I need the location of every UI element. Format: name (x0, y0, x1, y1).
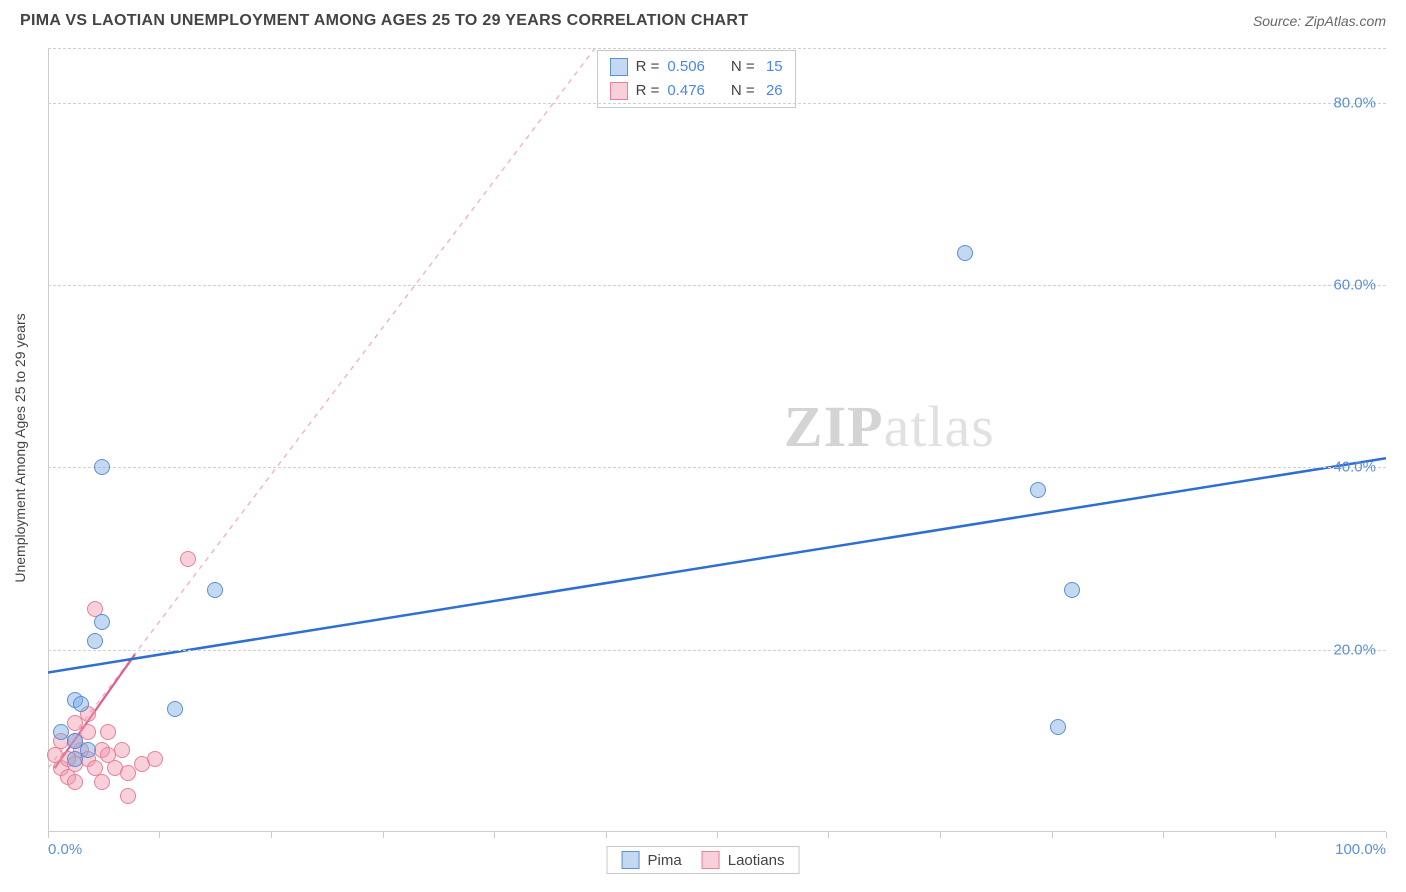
x-tick (1386, 832, 1387, 838)
gridline (48, 285, 1386, 286)
pima-marker (94, 614, 110, 630)
laotians-marker (180, 551, 196, 567)
y-tick-label: 60.0% (1333, 277, 1376, 294)
stats-row-pima: R = 0.506 N = 15 (610, 55, 783, 79)
legend-item-laotians: Laotians (702, 851, 785, 869)
pima-marker (957, 245, 973, 261)
pima-marker (53, 724, 69, 740)
legend-item-pima: Pima (622, 851, 682, 869)
y-tick-label: 80.0% (1333, 94, 1376, 111)
r-label: R = (636, 79, 660, 103)
source-label: Source: ZipAtlas.com (1253, 13, 1386, 29)
r-value: 0.476 (667, 79, 705, 103)
n-value: 26 (763, 79, 783, 103)
chart-header: PIMA VS LAOTIAN UNEMPLOYMENT AMONG AGES … (0, 0, 1406, 38)
legend: Pima Laotians (607, 846, 800, 874)
stats-row-laotians: R = 0.476 N = 26 (610, 79, 783, 103)
x-tick-label: 100.0% (1335, 841, 1386, 858)
laotians-marker (47, 747, 63, 763)
x-tick (1275, 832, 1276, 838)
laotians-marker (114, 742, 130, 758)
x-tick (48, 832, 49, 838)
x-tick (271, 832, 272, 838)
x-tick (940, 832, 941, 838)
pima-marker (207, 582, 223, 598)
pima-marker (73, 696, 89, 712)
n-label: N = (731, 55, 755, 79)
pima-marker (1050, 719, 1066, 735)
laotians-marker (120, 788, 136, 804)
watermark: ZIPatlas (784, 393, 995, 460)
pima-swatch-icon (610, 58, 628, 76)
stats-box: R = 0.506 N = 15 R = 0.476 N = 26 (597, 50, 796, 108)
laotians-marker (94, 774, 110, 790)
laotians-swatch-icon (702, 851, 720, 869)
x-tick (606, 832, 607, 838)
y-tick-label: 20.0% (1333, 641, 1376, 658)
y-axis-label: Unemployment Among Ages 25 to 29 years (12, 313, 28, 582)
legend-label-laotians: Laotians (728, 852, 785, 869)
x-tick (159, 832, 160, 838)
laotians-swatch-icon (610, 82, 628, 100)
plot-area: ZIPatlas R = 0.506 N = 15 R = 0.476 N = 26 20.0… (48, 48, 1386, 832)
x-tick (383, 832, 384, 838)
laotians-marker (67, 774, 83, 790)
n-value: 15 (763, 55, 783, 79)
watermark-light: atlas (884, 394, 995, 459)
pima-marker (167, 701, 183, 717)
pima-swatch-icon (622, 851, 640, 869)
x-tick (494, 832, 495, 838)
r-label: R = (636, 55, 660, 79)
laotians-marker (100, 724, 116, 740)
x-tick (717, 832, 718, 838)
x-tick (1163, 832, 1164, 838)
x-tick-label: 0.0% (48, 841, 82, 858)
trendlines-svg (48, 48, 1386, 832)
pima-marker (94, 459, 110, 475)
gridline (48, 103, 1386, 104)
y-tick-label: 40.0% (1333, 459, 1376, 476)
x-tick (828, 832, 829, 838)
gridline (48, 48, 1386, 49)
pima-marker (1030, 482, 1046, 498)
x-tick (1052, 832, 1053, 838)
watermark-bold: ZIP (784, 394, 884, 459)
laotians-marker (80, 724, 96, 740)
pima-marker (87, 633, 103, 649)
chart-title: PIMA VS LAOTIAN UNEMPLOYMENT AMONG AGES … (20, 12, 748, 30)
gridline (48, 467, 1386, 468)
laotians-marker (147, 751, 163, 767)
pima-marker (80, 742, 96, 758)
pima-marker (1064, 582, 1080, 598)
y-axis-line (48, 48, 49, 832)
n-label: N = (731, 79, 755, 103)
gridline (48, 650, 1386, 651)
chart-container: Unemployment Among Ages 25 to 29 years Z… (48, 48, 1386, 832)
legend-label-pima: Pima (648, 852, 682, 869)
r-value: 0.506 (667, 55, 705, 79)
